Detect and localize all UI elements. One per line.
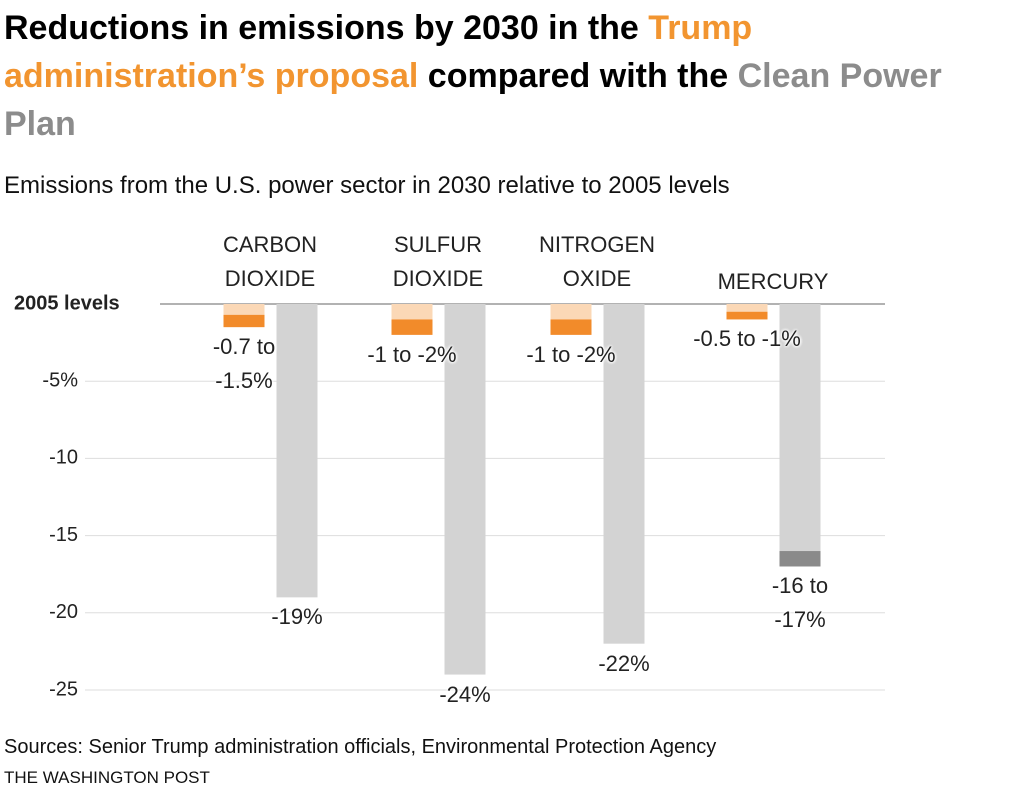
bar <box>391 304 433 320</box>
data-label: -16 to -17% <box>771 573 829 633</box>
title-text: Reductions in emissions by 2030 in the <box>4 9 649 47</box>
credit: THE WASHINGTON POST <box>4 768 210 787</box>
bar-range <box>550 319 592 335</box>
bar <box>444 304 486 675</box>
bar-range <box>779 551 821 567</box>
legend-entry: Clean Power Plan <box>4 57 942 143</box>
y-tick-label: -5% <box>42 369 78 391</box>
y-tick-label: -10 <box>49 447 78 469</box>
data-label: -1 to -2% <box>367 341 457 367</box>
bar-range <box>391 319 433 335</box>
bar-range <box>223 314 265 328</box>
category-label: NITROGEN OXIDE <box>538 232 656 291</box>
y-tick-label: -15 <box>49 524 78 546</box>
bar <box>779 304 821 552</box>
bar <box>726 304 768 312</box>
title-text: compared with the <box>418 57 738 95</box>
y-tick-label: -20 <box>49 601 78 623</box>
y-tick-label: 2005 levels <box>14 292 120 314</box>
legend-entry: Trump administration’s proposal <box>4 9 753 95</box>
bar <box>603 304 645 644</box>
data-label: -19% <box>271 604 323 630</box>
bar <box>223 304 265 315</box>
subtitle: Emissions from the U.S. power sector in … <box>4 172 730 199</box>
bar <box>550 304 592 320</box>
data-label: -22% <box>598 650 650 676</box>
data-label: -24% <box>439 681 491 707</box>
y-tick-label: -25 <box>49 678 78 700</box>
bar <box>276 304 318 598</box>
category-label: MERCURY <box>717 269 829 294</box>
data-label: -0.7 to -1.5% <box>212 334 276 394</box>
data-label: -0.5 to -1% <box>693 326 801 352</box>
category-label: SULFUR DIOXIDE <box>392 232 484 291</box>
chart-title: Reductions in emissions by 2030 in the T… <box>4 4 984 148</box>
source: Sources: Senior Trump administration off… <box>4 736 717 758</box>
data-label: -1 to -2% <box>526 341 616 367</box>
bar-range <box>726 311 768 320</box>
category-label: CARBON DIOXIDE <box>222 232 318 291</box>
